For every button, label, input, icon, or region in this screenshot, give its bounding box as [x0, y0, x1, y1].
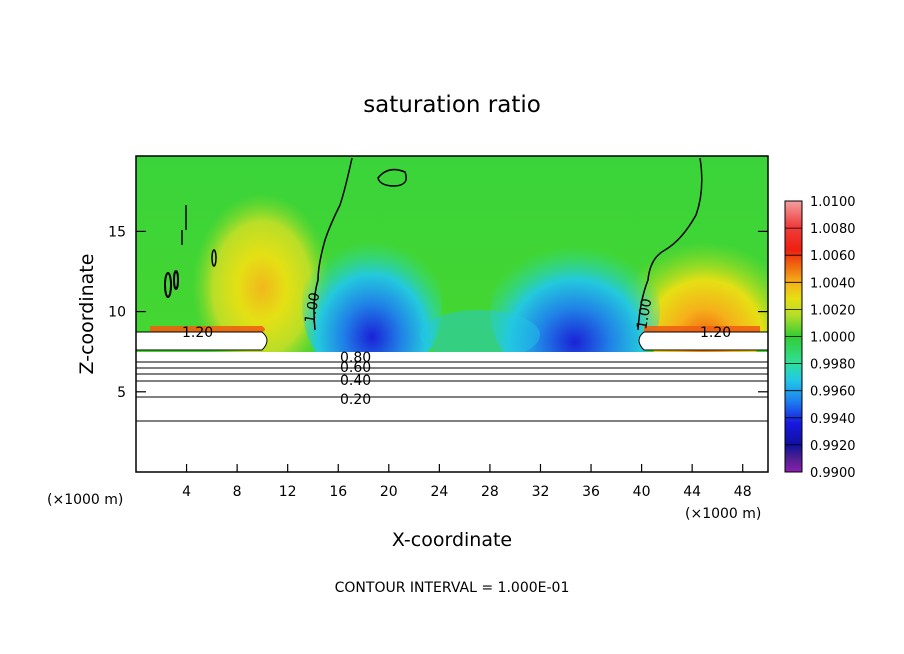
x-tick-label: 24: [430, 484, 448, 500]
contour-label: 0.20: [340, 392, 371, 408]
x-tick-label: 12: [279, 484, 297, 500]
small-contour-cell: [164, 272, 172, 298]
x-tick-label: 48: [734, 484, 752, 500]
colorbar-label: 1.0000: [810, 331, 856, 346]
x-tick-label: 32: [532, 484, 550, 500]
colorbar-label: 0.9960: [810, 385, 856, 400]
x-tick-label: 28: [481, 484, 499, 500]
contour-line-1-00-top: [377, 168, 407, 187]
contour-label: 0.60: [340, 360, 371, 376]
colorbar-ticks: 1.0100 1.0080 1.0060 1.0040 1.0020 1.0000 0.99…: [785, 195, 856, 481]
y-axis-ticks: 5 10 15: [108, 224, 768, 401]
x-tick-label: 8: [233, 484, 242, 500]
left-cloud-edge: [150, 326, 265, 332]
contour-label: 1.00: [302, 291, 323, 324]
small-contour-cell: [211, 249, 217, 267]
contour-field: [136, 156, 768, 472]
y-tick-label: 15: [108, 224, 126, 240]
contour-label: 0.80: [340, 350, 371, 366]
colorbar-label: 0.9900: [810, 466, 856, 481]
right-cloud-edge: [644, 326, 760, 332]
blue-region-center: [420, 310, 540, 360]
x-axis-label: X-coordinate: [392, 529, 512, 551]
colorbar-label: 1.0080: [810, 222, 856, 237]
colorbar-label: 0.9980: [810, 358, 856, 373]
x-axis-unit: (×1000 m): [685, 506, 761, 522]
plot-frame: [135, 155, 769, 473]
chart-title: saturation ratio: [363, 92, 541, 118]
x-tick-label: 20: [380, 484, 398, 500]
small-contour-cell: [173, 270, 179, 290]
left-cloud-region: [136, 332, 267, 350]
colorbar-label: 1.0040: [810, 276, 856, 291]
y-tick-label: 5: [117, 385, 126, 401]
colorbar-label: 0.9920: [810, 439, 856, 454]
contour-line-1-20-left: [136, 331, 268, 351]
x-tick-label: 36: [582, 484, 600, 500]
colorbar-label: 1.0100: [810, 195, 856, 210]
contour-label: 1.20: [700, 325, 731, 341]
y-axis-label: Z-coordinate: [76, 254, 98, 375]
colorbar-label: 1.0020: [810, 303, 856, 318]
cyan-region-left: [302, 225, 442, 385]
x-tick-label: 16: [329, 484, 347, 500]
right-cloud-region: [639, 332, 768, 350]
contour-lines-lower: [136, 361, 768, 422]
contour-label: 1.20: [182, 325, 213, 341]
contour-line-1-00-left: [313, 157, 353, 331]
y-axis-unit: (×1000 m): [47, 492, 123, 508]
contour-labels: 1.20 1.00 1.00 1.20 0.80 0.60 0.40 0.20: [182, 291, 731, 408]
x-tick-label: 40: [633, 484, 651, 500]
small-contour-cell: [181, 205, 187, 245]
colorbar-label: 0.9940: [810, 412, 856, 427]
cyan-region-right: [490, 230, 660, 390]
y-tick-label: 10: [108, 305, 126, 321]
x-tick-label: 4: [182, 484, 191, 500]
x-axis-ticks: 4 8 12 16 20 24 28 32 36 40 44 48: [182, 464, 752, 500]
contour-line-1-00-right: [637, 157, 703, 331]
contour-line-1-20-right: [638, 331, 768, 351]
colorbar-label: 1.0060: [810, 249, 856, 264]
contour-label: 0.40: [340, 373, 371, 389]
contour-interval-note: CONTOUR INTERVAL = 1.000E-01: [335, 580, 570, 596]
lower-dry-region: [136, 352, 768, 472]
contour-label: 1.00: [634, 297, 655, 330]
x-tick-label: 44: [683, 484, 701, 500]
